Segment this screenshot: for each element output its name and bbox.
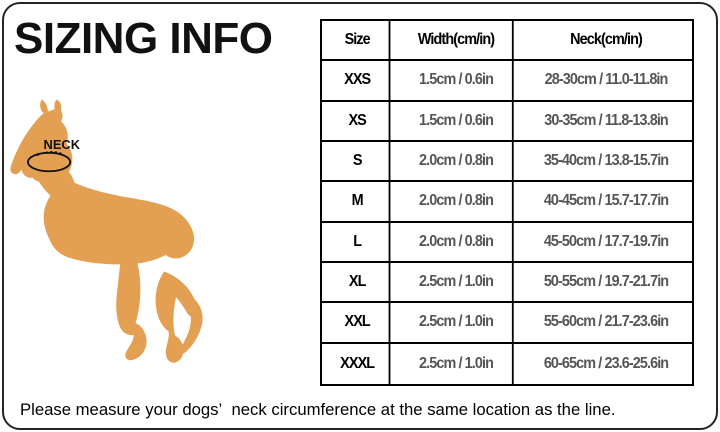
- svg-text:NECK: NECK: [44, 137, 81, 152]
